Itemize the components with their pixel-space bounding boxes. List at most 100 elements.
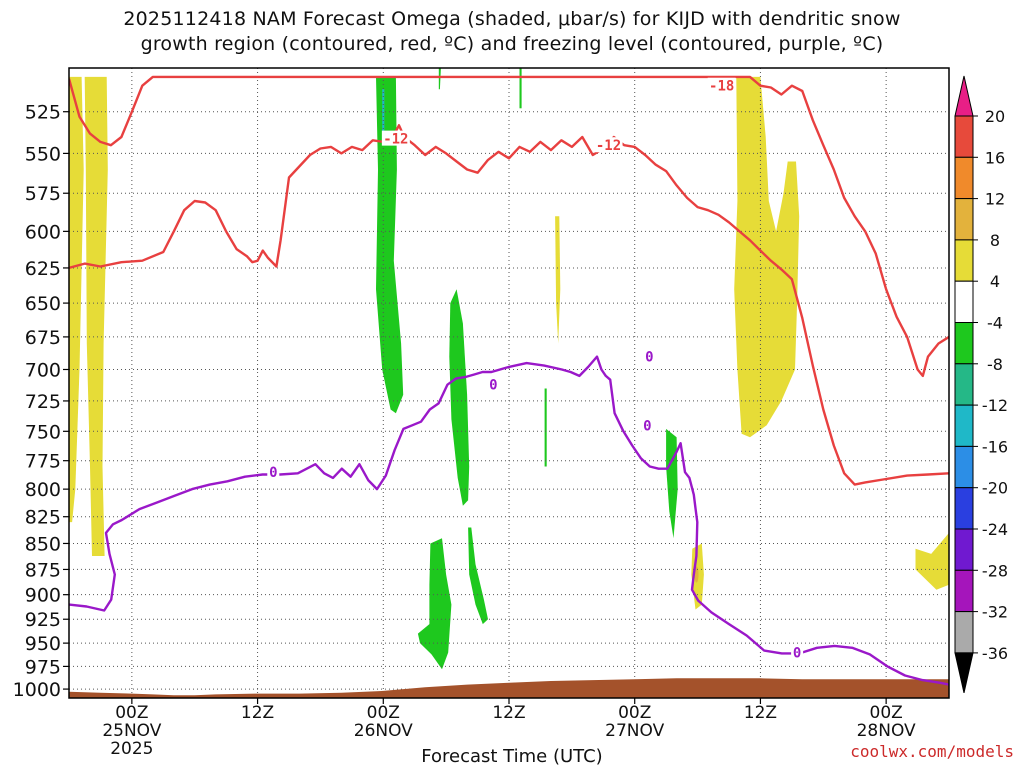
y-tick-label: 675 — [25, 327, 61, 349]
freezing-label-0-d-bg — [641, 417, 654, 433]
colorbar: 20 16 12 8 4 -4 -8 -12 -16 -20 -24 -28 -32 -36 — [954, 75, 1008, 694]
freezing-label-0-e: 0 — [793, 646, 801, 662]
omega-area-yellow-27nov-thin — [555, 216, 561, 344]
y-tick-label: 775 — [25, 451, 61, 473]
colorbar-segment — [954, 611, 974, 654]
y-tick-label: 800 — [25, 479, 61, 501]
x-tick-label: 00Z — [618, 703, 651, 723]
colorbar-segment — [954, 487, 974, 530]
colorbar-segment — [954, 363, 974, 406]
colorbar-segment — [954, 404, 974, 447]
colorbar-segment — [954, 198, 974, 241]
colorbar-segment — [954, 445, 974, 489]
y-tick-label: 725 — [25, 391, 61, 413]
colorbar-label: -16 — [982, 437, 1008, 456]
y-tick-label: 575 — [25, 183, 61, 205]
y-tick-label: 625 — [25, 258, 61, 280]
y-tick-label: 850 — [25, 533, 61, 555]
x-tick-label: 12Z — [744, 703, 777, 723]
colorbar-segment — [954, 280, 974, 324]
freezing-label-0-c: 0 — [645, 350, 653, 366]
omega-area-green-26nov-low — [417, 538, 452, 670]
freezing-label-0-b: 0 — [489, 378, 497, 394]
x-tick-label: 25NOV — [102, 721, 161, 741]
y-tick-label: 825 — [25, 507, 61, 529]
omega-area-green-26nov-low2 — [468, 527, 488, 625]
dgz-label-minus18: -18 — [709, 79, 734, 95]
x-tick-label: 28NOV — [857, 721, 916, 741]
colorbar-segment — [954, 115, 974, 158]
y-tick-label: 650 — [25, 293, 61, 315]
y-tick-label: 700 — [25, 359, 61, 381]
colorbar-label: 12 — [985, 190, 1005, 209]
y-tick-label: 750 — [25, 421, 61, 443]
x-tick-label: 00Z — [367, 703, 400, 723]
y-tick-label: 900 — [25, 585, 61, 607]
omega-core-teal — [382, 89, 385, 137]
colorbar-label: -28 — [982, 561, 1008, 580]
freezing-label-0-c-bg — [643, 348, 656, 364]
colorbar-label: 4 — [990, 272, 1000, 291]
colorbar-label: -32 — [982, 603, 1008, 622]
chart-title-line2: growth region (contoured, red, ºC) and f… — [140, 33, 884, 55]
colorbar-segment — [954, 322, 974, 365]
x-tick-label: 27NOV — [605, 721, 664, 741]
grid-lines — [69, 68, 949, 698]
freezing-level-contour — [69, 355, 949, 686]
colorbar-segment — [954, 528, 974, 571]
freezing-label-0-a-bg — [267, 464, 280, 480]
y-tick-label: 950 — [25, 633, 61, 655]
colorbar-label: 20 — [985, 107, 1005, 126]
omega-area-yellow-25nov — [84, 76, 108, 557]
colorbar-segment — [954, 239, 974, 282]
omega-area-yellow-28nov-low — [915, 532, 949, 590]
dgz-label-minus18-bg — [707, 77, 736, 93]
omega-area-green-26nov-mid — [449, 289, 470, 506]
colorbar-label: -36 — [982, 644, 1008, 663]
x-tick-label: 00Z — [870, 703, 903, 723]
colorbar-label: 16 — [985, 148, 1005, 167]
y-tick-label: 600 — [25, 221, 61, 243]
x-axis-title: Forecast Time (UTC) — [421, 746, 603, 767]
colorbar-segment — [954, 156, 974, 200]
dgz-label-minus12-b-bg — [594, 137, 623, 153]
colorbar-label: -12 — [982, 396, 1008, 415]
colorbar-segment — [954, 569, 974, 613]
y-tick-label: 875 — [25, 559, 61, 581]
dgz-contour-minus12 — [69, 124, 949, 486]
contour-labels: -12 -12 -18 0 0 0 0 0 — [267, 77, 804, 662]
x-tick-label: 12Z — [492, 703, 525, 723]
colorbar-bottom-arrow — [954, 652, 974, 694]
omega-area-green-sliver — [544, 388, 547, 467]
freezing-label-0-e-bg — [791, 644, 804, 660]
chart-title-line1: 2025112418 NAM Forecast Omega (shaded, μ… — [123, 8, 901, 30]
dgz-contour-minus18 — [69, 75, 949, 378]
y-tick-label: 975 — [25, 656, 61, 678]
colorbar-label: -4 — [987, 314, 1003, 333]
terrain — [69, 678, 949, 698]
y-axis-ticks: 525 550 575 600 625 650 675 700 725 750 775 800 825 8… — [13, 102, 69, 701]
omega-speck-green-1 — [438, 68, 441, 90]
site-credit: coolwx.com/models — [850, 742, 1014, 761]
freezing-label-0-a: 0 — [269, 465, 277, 481]
terrain-fill — [69, 678, 949, 698]
x-tick-label: 12Z — [241, 703, 274, 723]
dgz-label-minus12-a: -12 — [383, 132, 408, 148]
x-tick-label: 2025 — [110, 739, 153, 759]
colorbar-label: -20 — [982, 479, 1008, 498]
dgz-label-minus12-a-bg — [381, 130, 410, 146]
freezing-label-0-d: 0 — [643, 418, 651, 434]
freezing-label-0-b-bg — [487, 376, 500, 392]
y-tick-label: 1000 — [13, 679, 61, 701]
omega-area-left-yellow — [69, 76, 84, 523]
dgz-label-minus12-b: -12 — [596, 138, 621, 154]
colorbar-label: 8 — [990, 231, 1000, 250]
x-tick-label: 00Z — [115, 703, 148, 723]
omega-speck-green-2 — [519, 68, 522, 109]
colorbar-top-arrow — [954, 75, 974, 117]
y-tick-label: 925 — [25, 609, 61, 631]
colorbar-label: -24 — [982, 520, 1008, 539]
contour-lines — [69, 75, 949, 686]
